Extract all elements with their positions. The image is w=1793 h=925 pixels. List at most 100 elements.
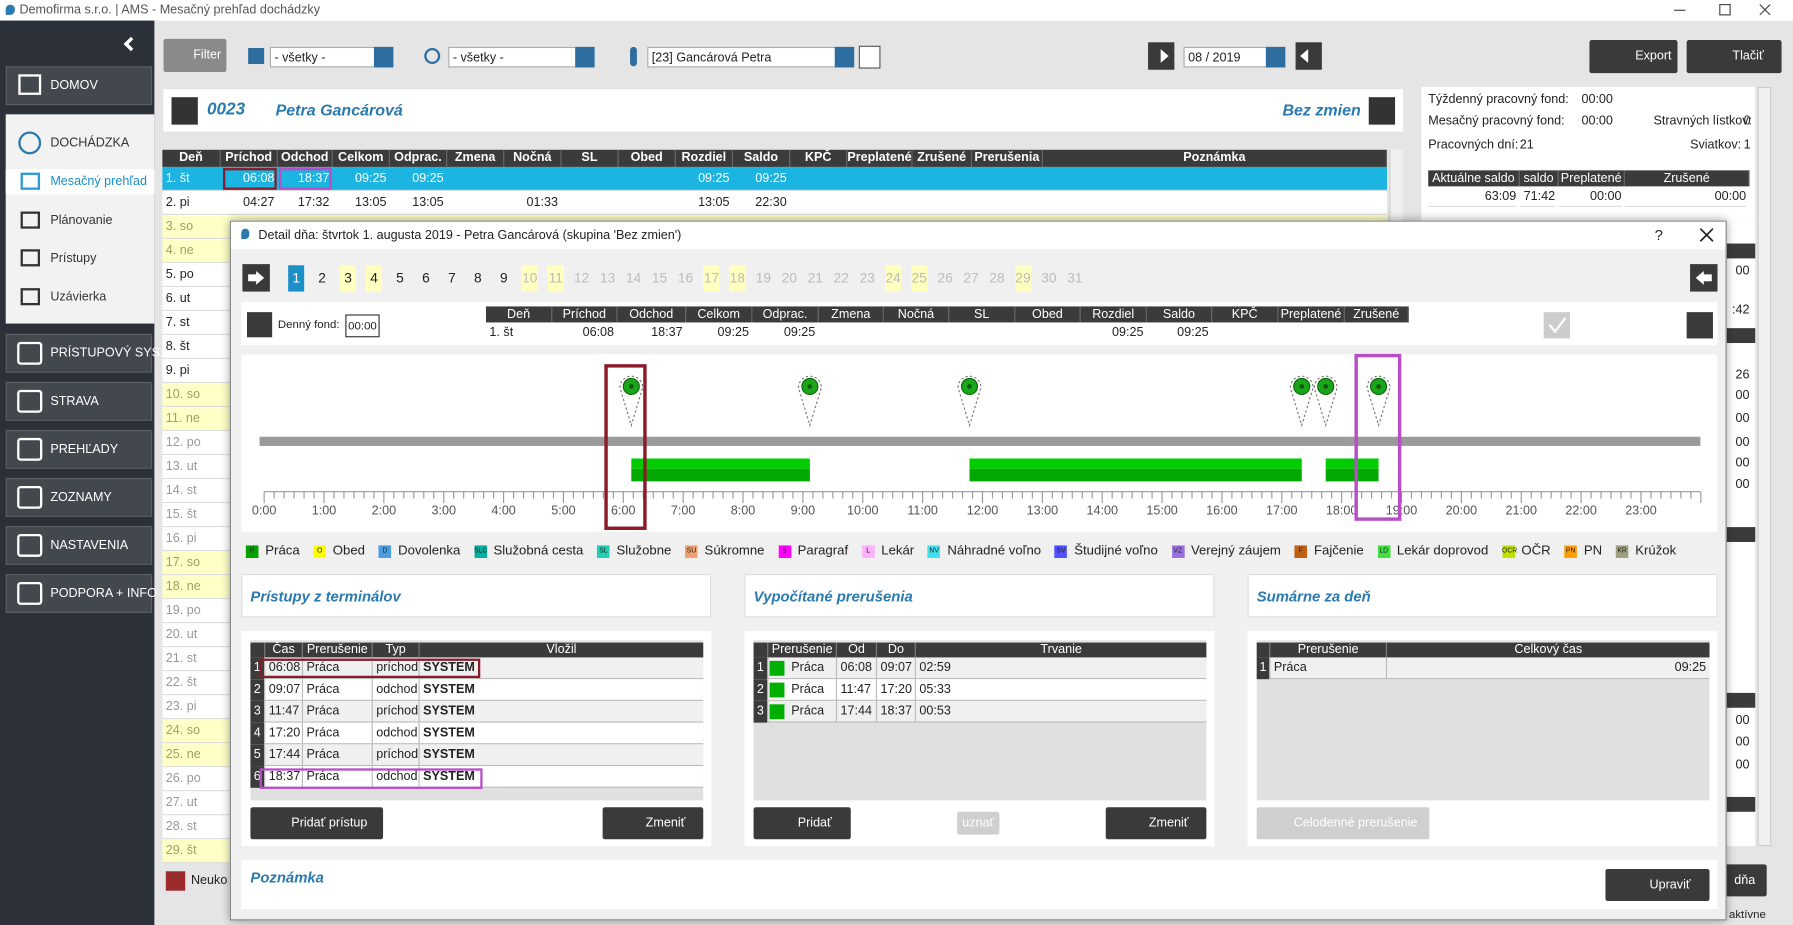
day-link[interactable]: 15 <box>651 269 668 286</box>
change-access[interactable]: Zmeniť <box>602 807 704 840</box>
module-item[interactable] <box>5 381 153 421</box>
column-header: Prerušenia <box>971 149 1043 167</box>
day-link[interactable]: 3 <box>340 265 357 292</box>
employee-select[interactable]: [23] Gancárová Petra <box>647 46 855 68</box>
next-period[interactable] <box>1295 42 1322 70</box>
sub-item[interactable]: Prístupy <box>50 251 97 266</box>
module-item[interactable] <box>5 573 153 613</box>
day-link[interactable]: 2 <box>318 269 326 286</box>
group-select[interactable]: - všetky - <box>448 46 595 68</box>
export-button[interactable]: Export <box>1589 40 1678 74</box>
grid-row[interactable] <box>753 657 1207 680</box>
next-day[interactable] <box>1690 264 1718 292</box>
module-item[interactable] <box>5 333 153 373</box>
saldo-cell: 63:09 <box>1428 188 1517 207</box>
grid-row[interactable] <box>753 700 1207 723</box>
legend-swatch: § <box>778 544 791 558</box>
day-link[interactable]: 9 <box>499 269 508 286</box>
prev-period[interactable] <box>1148 42 1175 70</box>
print-button[interactable]: Tlačiť <box>1686 40 1782 74</box>
day-link[interactable]: 30 <box>1041 269 1057 286</box>
sub-item[interactable]: Mesačný prehľad <box>50 174 147 189</box>
table-row[interactable] <box>162 190 1388 215</box>
day-link[interactable]: 5 <box>396 269 404 286</box>
close-button[interactable] <box>1697 226 1715 244</box>
sub-item[interactable]: Uzávierka <box>50 289 107 304</box>
grid-row[interactable] <box>250 657 704 680</box>
day-link[interactable]: 27 <box>963 269 979 286</box>
all-day-interruption[interactable]: Celodenné prerušenie <box>1256 807 1430 840</box>
legend-label: Lekár <box>881 544 915 558</box>
grid-header: Do <box>875 642 915 658</box>
day-link[interactable]: 16 <box>677 269 694 286</box>
help-button[interactable]: ? <box>1654 226 1663 244</box>
grid-row[interactable] <box>753 679 1207 701</box>
day-link[interactable]: 29 <box>1014 265 1031 292</box>
employee-filter[interactable] <box>858 45 881 69</box>
module-item[interactable] <box>5 477 153 517</box>
grid-row[interactable] <box>1256 657 1710 680</box>
module-item[interactable] <box>5 429 153 469</box>
grid-row[interactable] <box>250 679 704 701</box>
column-header: Obed <box>618 149 676 167</box>
row-number: 2 <box>250 679 265 701</box>
day-link[interactable]: 25 <box>911 265 928 292</box>
day-link[interactable]: 11 <box>547 265 564 292</box>
employee-icon <box>171 97 198 125</box>
module-item[interactable] <box>5 525 153 565</box>
shift-icon[interactable] <box>1368 97 1396 125</box>
confirm-button[interactable] <box>1543 312 1571 339</box>
day-link[interactable]: 20 <box>781 269 797 286</box>
table-cell: 16. pi <box>165 531 197 546</box>
add-access[interactable]: Pridať prístup <box>250 807 384 840</box>
prev-day[interactable] <box>242 264 270 292</box>
day-link[interactable]: 12 <box>574 269 590 286</box>
grid-cell: Práca <box>301 679 372 701</box>
grid-cell: 18:37 <box>875 700 915 723</box>
saldo-header: saldo <box>1519 170 1559 187</box>
day-link[interactable]: 24 <box>885 265 902 292</box>
filter-button[interactable]: Filter <box>163 38 227 73</box>
row-number: 1 <box>753 657 768 680</box>
day-column-header: KPČ <box>1212 306 1279 323</box>
sub-item[interactable]: Plánovanie <box>50 213 113 227</box>
day-link[interactable]: 7 <box>448 269 456 286</box>
day-link[interactable]: 22 <box>833 269 849 286</box>
legend-swatch: SLC <box>474 544 487 558</box>
column-header: Saldo <box>732 149 791 167</box>
grid-cell: Práca <box>301 766 372 788</box>
table-row[interactable] <box>162 166 1388 191</box>
day-link[interactable]: 14 <box>625 269 642 286</box>
add-interruption[interactable]: Pridať <box>753 807 851 840</box>
day-link[interactable]: 4 <box>366 265 383 292</box>
day-link[interactable]: 13 <box>599 269 616 286</box>
day-link[interactable]: 17 <box>703 265 720 292</box>
refresh-button[interactable] <box>1686 312 1713 339</box>
day-link[interactable]: 18 <box>729 265 746 292</box>
day-cell: 18:37 <box>651 325 683 340</box>
period-select[interactable]: 08 / 2019 <box>1183 46 1286 68</box>
grid-row[interactable] <box>250 744 704 767</box>
acknowledge[interactable]: uznať <box>957 811 1000 835</box>
day-link[interactable]: 19 <box>755 269 772 286</box>
day-link[interactable]: 26 <box>937 269 953 286</box>
day-link[interactable]: 21 <box>807 269 823 286</box>
grid-cell: SYSTEM <box>418 766 704 788</box>
weekly-fund-label: Týždenný pracovný fond: <box>1428 92 1569 107</box>
edit-note[interactable]: Upraviť <box>1605 868 1710 901</box>
legend-label: Fajčenie <box>1314 544 1364 558</box>
hour-label: 23:00 <box>1625 504 1657 518</box>
day-link[interactable]: 8 <box>474 269 482 286</box>
grid-row[interactable] <box>250 722 704 745</box>
day-link[interactable]: 10 <box>521 265 538 292</box>
day-link[interactable]: 23 <box>859 269 875 286</box>
grid-row[interactable] <box>250 700 704 723</box>
holidays-label: Sviatkov: <box>1690 138 1742 153</box>
day-link[interactable]: 28 <box>989 269 1005 286</box>
day-link[interactable]: 1 <box>288 265 305 292</box>
home-item[interactable] <box>5 66 153 106</box>
department-select[interactable]: - všetky - <box>269 46 394 68</box>
day-link[interactable]: 6 <box>422 269 430 286</box>
day-link[interactable]: 31 <box>1067 269 1083 286</box>
change-interruption[interactable]: Zmeniť <box>1105 807 1207 840</box>
